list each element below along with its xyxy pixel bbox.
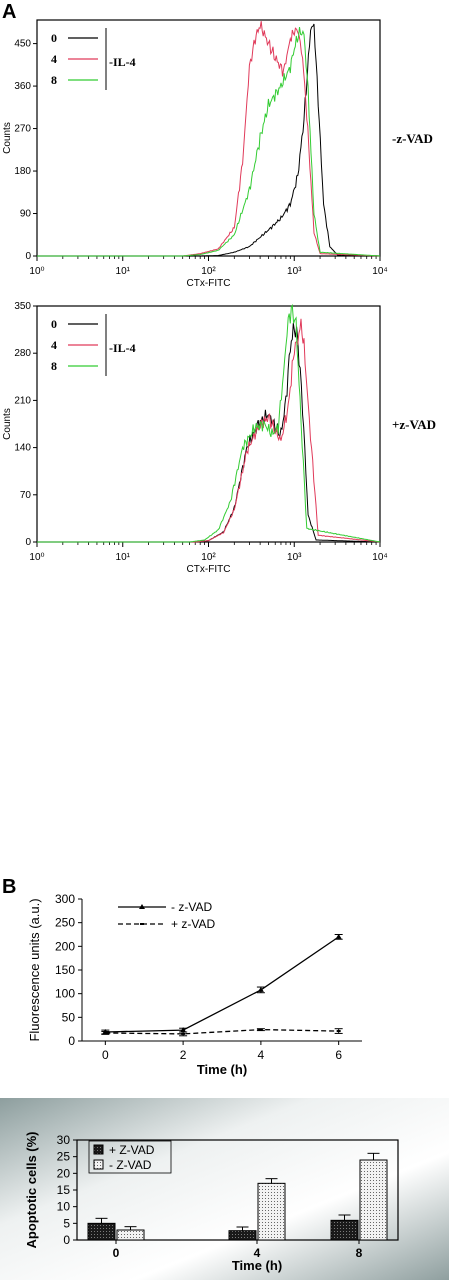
x-tick-label: 10⁰ xyxy=(29,552,44,563)
y-tick-label: 0 xyxy=(25,251,31,262)
x-tick-label: 0 xyxy=(102,1048,109,1062)
y-tick-label: 70 xyxy=(20,490,32,501)
legend-label: + z-VAD xyxy=(171,917,215,931)
bar xyxy=(116,1229,145,1241)
y-tick-label: 270 xyxy=(14,124,31,135)
bar xyxy=(87,1222,116,1241)
legend-label: 0 xyxy=(51,31,57,45)
y-tick-label: 210 xyxy=(14,395,31,406)
histogram-a-bottom: 0 70 140 210 280 350 10⁰ 10¹ 10² 10³ 10⁴ CTx-FITC Co… xyxy=(2,301,436,575)
legend-label: + Z-VAD xyxy=(109,1143,155,1157)
y-tick-label: 360 xyxy=(14,81,31,92)
panel-label-b: B xyxy=(2,876,16,898)
y-tick-label: 50 xyxy=(62,1010,76,1024)
y-tick-label: 15 xyxy=(57,1183,71,1197)
y-tick-label: 140 xyxy=(14,443,31,454)
x-tick-label: 10³ xyxy=(287,266,302,277)
legend-label: 0 xyxy=(51,317,57,331)
legend-label: 8 xyxy=(51,359,57,373)
x-tick-label: 10⁴ xyxy=(372,552,387,563)
bar xyxy=(257,1182,286,1241)
y-tick-label: 20 xyxy=(57,1166,71,1180)
bar-chart-c: 0 5 10 15 20 25 30 0 4 8 Time (h) Apoptotic cells (… xyxy=(24,1131,399,1273)
line-chart-b: 0 50 100 150 200 250 300 0 2 4 6 Time (h) Fluorescen… xyxy=(27,892,362,1077)
legend-swatch xyxy=(93,1144,104,1155)
x-axis-label: Time (h) xyxy=(197,1062,247,1077)
y-axis-label: Counts xyxy=(2,408,13,440)
histogram-series-8 xyxy=(37,27,381,257)
legend-marker xyxy=(140,923,144,925)
y-tick-label: 200 xyxy=(55,939,75,953)
y-tick-label: 250 xyxy=(55,916,75,930)
x-axis-label: CTx-FITC xyxy=(187,564,231,575)
condition-label: -z-VAD xyxy=(392,131,433,146)
bar xyxy=(330,1219,359,1241)
series-line-1 xyxy=(105,1028,339,1035)
x-tick-label: 2 xyxy=(180,1048,187,1062)
x-tick-label: 8 xyxy=(356,1246,363,1260)
data-marker xyxy=(258,1028,263,1031)
data-marker xyxy=(257,986,264,992)
legend-label: 8 xyxy=(51,73,57,87)
y-tick-label: 0 xyxy=(68,1034,75,1048)
y-axis-label: Apoptotic cells (%) xyxy=(24,1131,39,1248)
x-tick-label: 4 xyxy=(258,1048,265,1062)
y-tick-label: 25 xyxy=(57,1150,71,1164)
legend-label: 4 xyxy=(51,52,57,66)
y-tick-label: 0 xyxy=(63,1233,70,1247)
legend-label: - z-VAD xyxy=(171,900,212,914)
panel-label-a: A xyxy=(2,1,16,23)
y-tick-label: 350 xyxy=(14,301,31,312)
plot-frame xyxy=(36,305,381,543)
x-tick-label: 0 xyxy=(113,1246,120,1260)
legend-group-label: -IL-4 xyxy=(109,341,136,355)
y-tick-label: 100 xyxy=(55,987,75,1001)
y-tick-label: 300 xyxy=(55,892,75,906)
bar xyxy=(228,1230,257,1241)
histogram-series-4 xyxy=(37,318,381,543)
data-marker xyxy=(335,933,342,939)
legend-label: - Z-VAD xyxy=(109,1158,152,1172)
x-axis-label: Time (h) xyxy=(232,1258,282,1273)
y-axis-label: Fluorescence units (a.u.) xyxy=(27,898,42,1041)
y-tick-label: 10 xyxy=(57,1200,71,1214)
condition-label: +z-VAD xyxy=(392,417,436,432)
legend-label: 4 xyxy=(51,338,57,352)
x-tick-label: 10¹ xyxy=(116,552,131,563)
y-tick-label: 5 xyxy=(63,1216,70,1230)
histogram-series-0 xyxy=(37,323,380,543)
y-tick-label: 280 xyxy=(14,348,31,359)
histogram-series-4 xyxy=(37,21,380,257)
x-tick-label: 10² xyxy=(201,266,216,277)
legend-swatch xyxy=(93,1159,104,1170)
data-marker xyxy=(103,1031,108,1034)
data-marker xyxy=(336,1030,341,1033)
x-tick-label: 4 xyxy=(254,1246,261,1260)
x-tick-label: 10² xyxy=(201,552,216,563)
legend-box xyxy=(88,1140,172,1174)
series-line-0 xyxy=(105,936,340,1033)
data-marker xyxy=(180,1027,187,1033)
histogram-a-top: 0 90 180 270 360 450 10⁰ 10¹ 10² 10³ 10⁴ CTx-FITC Co… xyxy=(2,19,433,289)
data-marker xyxy=(181,1032,186,1035)
y-tick-label: 150 xyxy=(55,963,75,977)
y-tick-label: 90 xyxy=(20,209,32,220)
y-axis-label: Counts xyxy=(2,122,13,154)
x-tick-label: 10³ xyxy=(287,552,302,563)
y-tick-label: 450 xyxy=(14,39,31,50)
y-tick-label: 30 xyxy=(57,1133,71,1147)
y-tick-label: 180 xyxy=(14,166,31,177)
bar xyxy=(359,1159,388,1241)
x-tick-label: 10¹ xyxy=(116,266,131,277)
y-tick-label: 0 xyxy=(25,537,31,548)
histogram-series-8 xyxy=(37,303,381,543)
x-axis-label: CTx-FITC xyxy=(187,278,231,289)
legend-group-label: -IL-4 xyxy=(109,55,136,69)
legend-marker xyxy=(139,904,145,909)
x-tick-label: 10⁰ xyxy=(29,266,44,277)
plot-frame xyxy=(36,19,381,257)
x-tick-label: 10⁴ xyxy=(372,266,387,277)
x-tick-label: 6 xyxy=(335,1048,342,1062)
